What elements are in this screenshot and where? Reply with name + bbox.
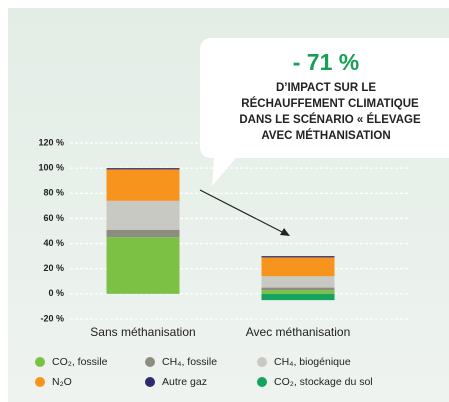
legend-label: N₂O bbox=[52, 376, 72, 388]
y-tick-label: 20 % bbox=[43, 263, 64, 273]
legend-label: CH₄, biogénique bbox=[274, 356, 351, 368]
bar-segment bbox=[106, 200, 180, 230]
legend-swatch bbox=[145, 357, 155, 367]
callout bbox=[200, 38, 449, 186]
legend-swatch bbox=[35, 357, 45, 367]
bar-segment bbox=[261, 293, 335, 301]
bar-segment bbox=[261, 276, 335, 288]
bar-segment bbox=[106, 169, 180, 201]
legend-swatch bbox=[257, 357, 267, 367]
callout-line: D’IMPACT SUR LE bbox=[276, 82, 376, 94]
legend-label: CO₂, fossile bbox=[52, 356, 108, 368]
callout-line: DANS LE SCÉNARIO « ÉLEVAGE bbox=[239, 113, 421, 126]
y-tick-label: 0 % bbox=[48, 288, 64, 298]
bar-segment bbox=[106, 237, 180, 294]
bar-segment bbox=[261, 257, 335, 277]
arrow bbox=[199, 189, 287, 235]
y-tick-label: 60 % bbox=[43, 213, 64, 223]
y-tick-label: 40 % bbox=[43, 238, 64, 248]
legend-label: CH₄, fossile bbox=[162, 356, 217, 368]
legend-swatch bbox=[257, 377, 267, 387]
bar-segment bbox=[261, 256, 335, 258]
arrow-head bbox=[280, 228, 290, 236]
legend-swatch bbox=[145, 377, 155, 387]
callout-line: RÉCHAUFFEMENT CLIMATIQUE bbox=[241, 97, 419, 110]
x-tick-label: Sans méthanisation bbox=[90, 325, 195, 339]
callout-value: - 71 % bbox=[293, 49, 359, 75]
y-tick-label: -20 % bbox=[40, 313, 64, 323]
legend-swatch bbox=[35, 377, 45, 387]
y-tick-label: 120 % bbox=[38, 137, 64, 147]
bar-segment bbox=[106, 168, 180, 170]
x-tick-label: Avec méthanisation bbox=[246, 325, 351, 339]
legend-label: Autre gaz bbox=[162, 376, 207, 388]
bar-segment bbox=[261, 290, 335, 294]
y-tick-label: 80 % bbox=[43, 188, 64, 198]
callout-line: AVEC MÉTHANISATION bbox=[261, 129, 390, 142]
bar-segment bbox=[261, 287, 335, 291]
y-tick-label: 100 % bbox=[38, 163, 64, 173]
bar-segment bbox=[106, 229, 180, 238]
legend-label: CO₂, stockage du sol bbox=[274, 376, 373, 388]
